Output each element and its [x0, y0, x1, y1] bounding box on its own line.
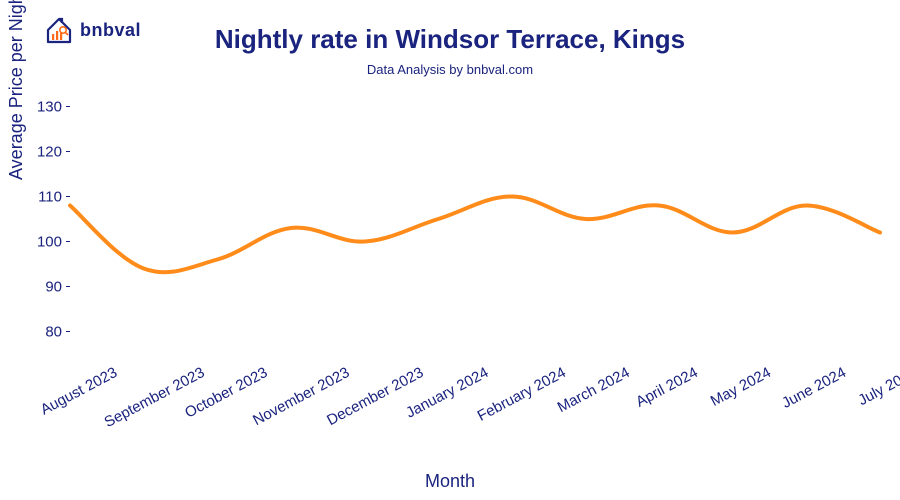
x-tick-label: August 2023: [38, 364, 120, 419]
chart-subtitle: Data Analysis by bnbval.com: [0, 62, 900, 77]
x-tick-label: April 2024: [633, 364, 701, 411]
y-tick-label: 110: [22, 188, 62, 205]
y-tick-label: 130: [22, 98, 62, 115]
y-tick-label: 100: [22, 233, 62, 250]
y-tick-label: 80: [22, 323, 62, 340]
y-tick-label: 120: [22, 143, 62, 160]
price-line: [70, 197, 880, 273]
line-chart-svg: [70, 84, 880, 354]
y-tick-label: 90: [22, 278, 62, 295]
chart-title: Nightly rate in Windsor Terrace, Kings: [0, 24, 900, 55]
x-tick-label: May 2024: [707, 364, 773, 410]
x-axis-label: Month: [0, 471, 900, 492]
x-tick-label: March 2024: [555, 364, 633, 416]
plot-area: 8090100110120130August 2023September 202…: [70, 84, 880, 354]
x-tick-label: July 2024: [855, 364, 900, 409]
x-tick-label: June 2024: [780, 364, 850, 412]
